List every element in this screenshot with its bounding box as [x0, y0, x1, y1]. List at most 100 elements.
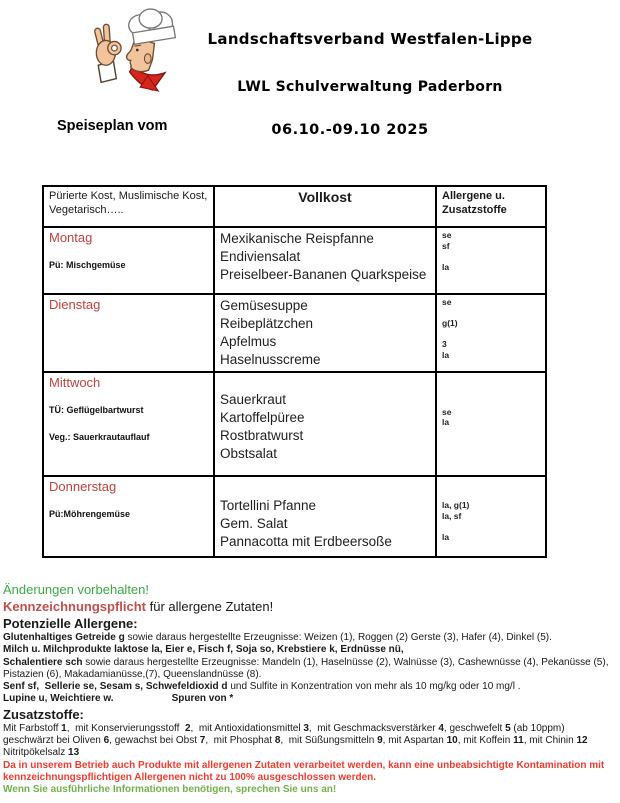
- footer-text-segment: 6: [103, 735, 110, 747]
- footer-notes: Änderungen vorbehalten! Kennzeichnungspfl…: [3, 581, 616, 797]
- footer-text-segment: Pistazien (6), Makadamianüsse,(7), Queen…: [3, 668, 262, 680]
- footer-text-segment: 11: [513, 735, 524, 747]
- footer-text-segment: Änderungen vorbehalten!: [3, 582, 150, 597]
- allergens-cell: se la: [435, 371, 547, 477]
- dish-item: Gemüsesuppe: [220, 298, 308, 313]
- footer-text-segment: , mit Koffein: [457, 735, 514, 747]
- footer-text-segment: 5: [505, 722, 511, 734]
- footer-text-segment: , gewachst bei Obst: [109, 735, 200, 747]
- footer-text-segment: 4: [438, 722, 444, 734]
- footer-text-segment: Wenn Sie ausführliche Informationen benö…: [3, 784, 337, 796]
- footer-line: Mit Farbstoff 1, mit Konservierungsstoff…: [3, 723, 616, 735]
- allergen-code: [442, 308, 540, 319]
- dish-item: Preiselbeer-Bananen Quarkspeise: [220, 267, 427, 282]
- day-cell: Mittwoch TÜ: Geflügelbartwurst Veg.: Sauer…: [42, 371, 215, 477]
- chef-head: [125, 8, 177, 92]
- diet-note: Pü:Möhrengemüse: [49, 509, 131, 519]
- allergen-code: [442, 375, 540, 386]
- dish-list: Gemüsesuppe Reibeplätzchen Apfelmus Haselnu…: [220, 297, 430, 369]
- footer-line: Pistazien (6), Makadamianüsse,(7), Queen…: [3, 669, 616, 681]
- footer-text-segment: 8: [274, 735, 281, 747]
- dish-list: Sauerkraut Kartoffelpüree Rostbratwurst Obs…: [220, 391, 430, 463]
- day-cell: Montag Pü: Mischgemüse: [42, 226, 215, 295]
- ok-hand: [94, 23, 122, 84]
- footer-line: Potenzielle Allergene:: [3, 615, 616, 632]
- date-range: 06.10.-09.10 2025: [271, 122, 429, 138]
- dish-item: Apfelmus: [220, 334, 277, 349]
- org-subtitle: LWL Schulverwaltung Paderborn: [237, 79, 503, 95]
- footer-text-segment: Milch u. Milchprodukte laktose la, Eier …: [3, 644, 404, 656]
- col-header-allergens: Allergene u. Zusatzstoffe: [435, 185, 547, 228]
- footer-text-segment: , mit Süßungsmitteln: [280, 735, 378, 747]
- menu-table: Pürierte Kost, Muslimische Kost, Vegetar…: [42, 185, 547, 558]
- menu-row-donnerstag: Donnerstag Pü:Möhrengemüse Tortellini Pfan…: [42, 475, 547, 558]
- col-header-diet-variants: Pürierte Kost, Muslimische Kost, Vegetar…: [42, 185, 215, 228]
- footer-text-segment: Da in unserem Betrieb auch Produkte mit …: [3, 759, 605, 771]
- dish-list: Mexikanische Reispfanne Endiviensalat Prei…: [220, 230, 430, 284]
- footer-line: Milch u. Milchprodukte laktose la, Eier …: [3, 644, 616, 656]
- footer-text-segment: , mit Aspartan: [382, 735, 447, 747]
- allergen-code: [442, 521, 540, 532]
- allergen-code: la, g(1): [442, 500, 470, 510]
- footer-text-segment: , geschwefelt: [443, 722, 506, 734]
- footer-line: Lupine u, Weichtiere w. Spuren von *: [3, 693, 616, 705]
- footer-text-segment: für allergene Zutaten!: [146, 599, 274, 614]
- footer-text-segment: 13: [68, 747, 80, 759]
- footer-text-segment: (ab 10ppm): [510, 722, 565, 734]
- allergen-code: la, sf: [442, 510, 462, 521]
- allergen-code: se: [442, 230, 452, 240]
- allergen-code: [442, 396, 540, 407]
- day-cell: Donnerstag Pü:Möhrengemüse: [42, 475, 215, 558]
- footer-text-segment: , mit Konservierungsstoff: [66, 722, 185, 734]
- dishes-cell: Tortellini Pfanne Gem. Salat Pannacotta mi…: [213, 475, 437, 558]
- allergen-code: se: [442, 406, 452, 417]
- footer-text-segment: 2: [184, 722, 191, 734]
- dish-item: Haselnusscreme: [220, 352, 321, 367]
- footer-text-segment: Schalentiere sch: [3, 656, 83, 668]
- footer-text-segment: 10: [446, 735, 458, 747]
- allergens-cell: se sf la: [435, 226, 547, 295]
- footer-text-segment: geschwärzt bei Oliven: [3, 735, 104, 747]
- footer-text-segment: , mit Antioxidationsmittel: [190, 722, 304, 734]
- day-label: Montag: [49, 230, 93, 245]
- footer-line: Da in unserem Betrieb auch Produkte mit …: [3, 760, 616, 772]
- plan-label: Speiseplan vom: [57, 118, 168, 134]
- menu-row-dienstag: Dienstag Gemüsesuppe Reibeplätzchen Apfelmu…: [42, 293, 547, 373]
- footer-line: geschwärzt bei Oliven 6, gewachst bei Ob…: [3, 735, 616, 747]
- dish-item: Rostbratwurst: [220, 428, 304, 443]
- allergen-code: 3: [442, 339, 447, 349]
- footer-text-segment: Glutenhaltiges Getreide g: [3, 632, 125, 643]
- footer-line: kennzeichnungspflichtigen Allergenen nic…: [3, 772, 616, 784]
- footer-text-segment: , mit Chinin: [523, 735, 577, 747]
- day-label: Dienstag: [49, 297, 101, 312]
- dish-item: Gem. Salat: [220, 516, 288, 531]
- menu-row-montag: Montag Pü: Mischgemüse Mexikanische Reispf…: [42, 226, 547, 295]
- footer-text-segment: 3: [303, 722, 309, 734]
- allergen-code: la: [442, 417, 450, 427]
- allergen-code: la: [442, 531, 450, 542]
- dish-item: Obstsalat: [220, 446, 278, 461]
- dish-item: Endiviensalat: [220, 249, 301, 264]
- footer-text-segment: 7: [199, 735, 206, 747]
- footer-text-segment: 12: [576, 735, 588, 747]
- day-cell: Dienstag: [42, 293, 215, 373]
- dish-item: Mexikanische Reispfanne: [220, 231, 374, 246]
- dish-item: Kartoffelpüree: [220, 410, 305, 425]
- allergen-code: la: [442, 349, 450, 360]
- footer-line: Glutenhaltiges Getreide g sowie daraus h…: [3, 632, 616, 644]
- allergen-code: se: [442, 297, 452, 307]
- allergen-code: la: [442, 261, 450, 272]
- allergen-code: [442, 251, 540, 262]
- dish-list: Tortellini Pfanne Gem. Salat Pannacotta mi…: [220, 497, 430, 551]
- allergens-cell: la, g(1) la, sf la: [435, 475, 547, 558]
- footer-text-segment: Lupine u, Weichtiere w.: [3, 693, 114, 705]
- dishes-cell: Sauerkraut Kartoffelpüree Rostbratwurst Obs…: [213, 371, 437, 477]
- footer-text-segment: 9: [377, 735, 383, 747]
- footer-line: Zusatzstoffe:: [3, 706, 616, 723]
- diet-note: TÜ: Geflügelbartwurst: [49, 405, 144, 415]
- dish-item: Tortellini Pfanne: [220, 498, 317, 513]
- diet-note: Pü: Mischgemüse: [49, 260, 126, 270]
- footer-text-segment: Senf sf, Sellerie se, Sesam s, Schwefeld…: [3, 681, 228, 693]
- org-title: Landschaftsverband Westfalen-Lippe: [207, 30, 533, 48]
